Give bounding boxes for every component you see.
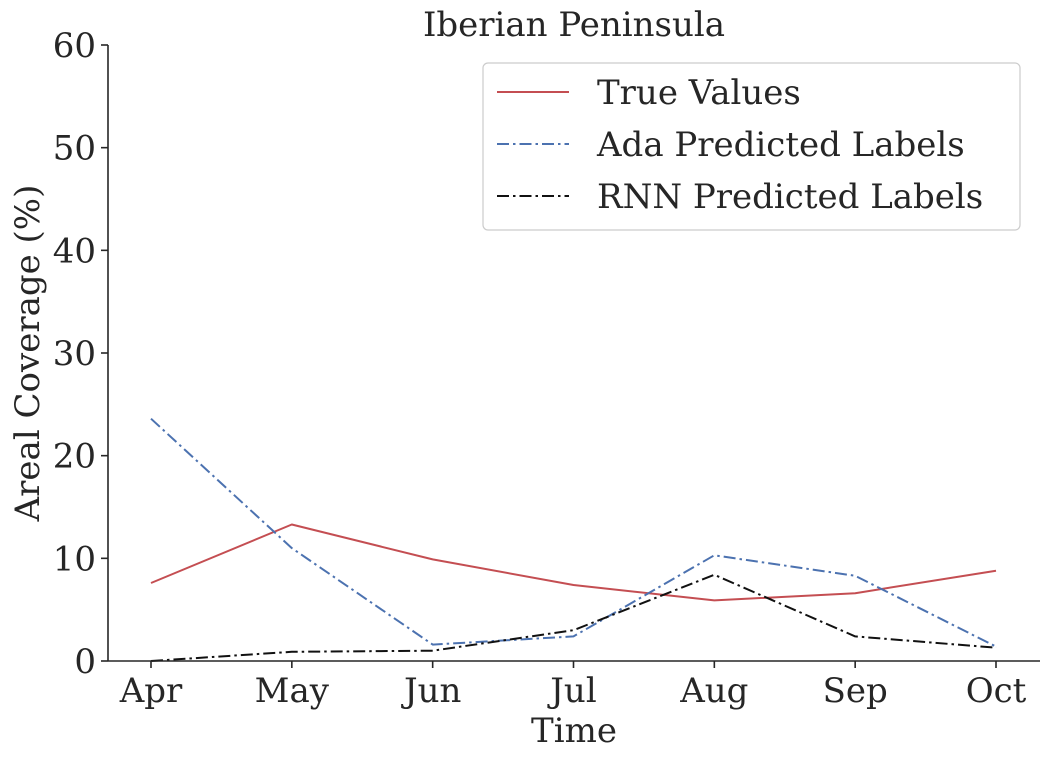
y-axis-label: Areal Coverage (%) xyxy=(8,185,48,523)
legend-label: RNN Predicted Labels xyxy=(597,177,983,217)
x-tick-label: Oct xyxy=(966,671,1027,711)
plot-area: 0 10 20 30 40 50 60 Apr May Jun Jul Aug Sep Oct xyxy=(53,26,1040,711)
x-tick-label: Apr xyxy=(119,671,183,711)
legend-label: True Values xyxy=(597,73,801,113)
series-lines xyxy=(150,417,997,662)
y-tick-label: 20 xyxy=(53,437,96,477)
x-tick-label: Sep xyxy=(823,671,888,711)
x-tick-label: Jul xyxy=(547,671,596,711)
series-line-1 xyxy=(150,417,997,648)
y-tick-label: 10 xyxy=(53,539,96,579)
y-tick-label: 60 xyxy=(53,26,96,66)
legend-label: Ada Predicted Labels xyxy=(596,125,965,165)
y-tick-label: 30 xyxy=(53,334,96,374)
series-line-2 xyxy=(150,573,997,662)
series-line-0 xyxy=(150,523,997,602)
x-tick-label: May xyxy=(255,671,330,711)
x-tick-label: Aug xyxy=(679,671,748,711)
x-tick-label: Jun xyxy=(401,671,461,711)
y-tick-label: 0 xyxy=(74,642,96,682)
chart-title: Iberian Peninsula xyxy=(423,5,725,45)
y-tick-label: 40 xyxy=(53,231,96,271)
y-axis-ticks: 0 10 20 30 40 50 60 xyxy=(53,26,108,682)
y-tick-label: 50 xyxy=(53,129,96,169)
legend: True Values Ada Predicted Labels RNN Predi… xyxy=(482,62,1021,231)
legend-box xyxy=(482,62,1021,231)
x-axis-ticks: Apr May Jun Jul Aug Sep Oct xyxy=(119,661,1027,711)
x-axis-label: Time xyxy=(531,711,617,751)
